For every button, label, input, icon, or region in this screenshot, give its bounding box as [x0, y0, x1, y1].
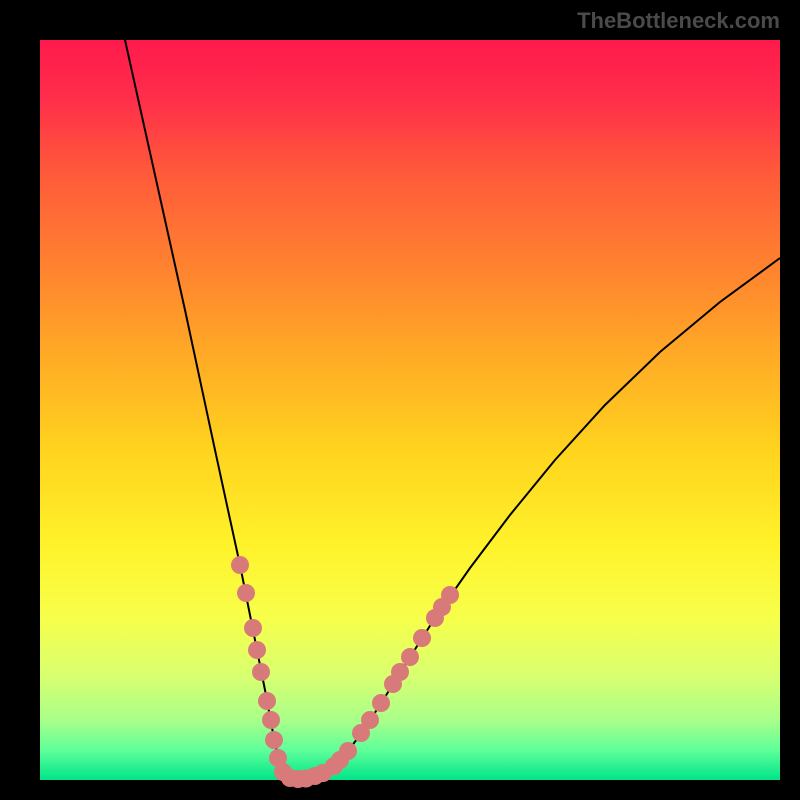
data-marker	[372, 694, 390, 712]
data-marker	[339, 742, 357, 760]
data-marker	[265, 731, 283, 749]
data-marker	[258, 692, 276, 710]
data-marker	[401, 648, 419, 666]
data-marker	[361, 711, 379, 729]
data-marker	[244, 619, 262, 637]
data-marker	[231, 556, 249, 574]
data-marker	[441, 586, 459, 604]
curve-left	[125, 40, 300, 779]
watermark-text: TheBottleneck.com	[577, 8, 780, 34]
bottleneck-curve	[0, 0, 800, 800]
curve-right	[300, 258, 780, 779]
data-marker	[413, 629, 431, 647]
data-marker	[262, 711, 280, 729]
data-marker	[237, 584, 255, 602]
data-marker	[391, 663, 409, 681]
data-marker	[248, 641, 266, 659]
data-marker	[252, 663, 270, 681]
chart-container: TheBottleneck.com	[0, 0, 800, 800]
